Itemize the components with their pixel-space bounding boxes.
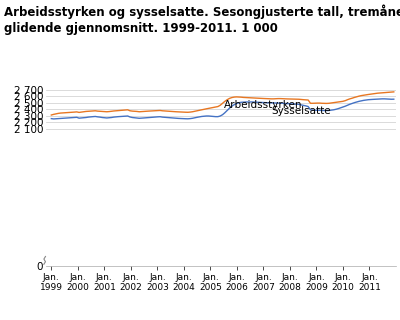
Text: Sysselsatte: Sysselsatte (271, 106, 331, 116)
Text: Arbeidsstyrken: Arbeidsstyrken (224, 100, 302, 110)
Text: Arbeidsstyrken og sysselsatte. Sesongjusterte tall, tremåneders
glidende gjennom: Arbeidsstyrken og sysselsatte. Sesongjus… (4, 5, 400, 36)
